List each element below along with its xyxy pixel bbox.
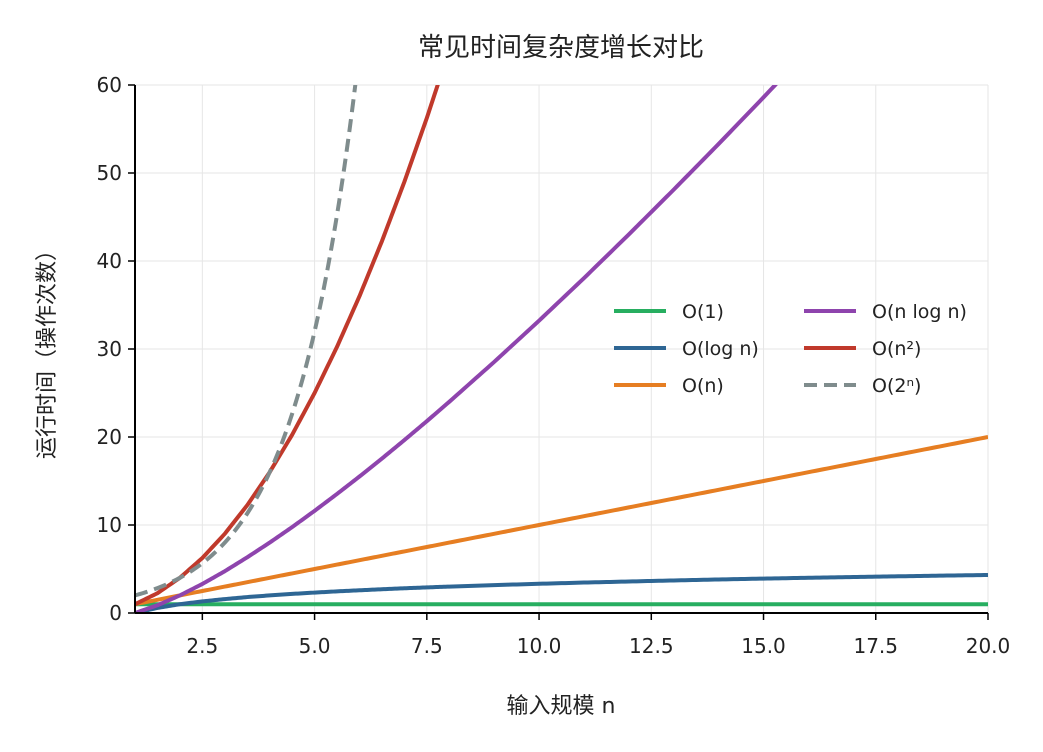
axes [128, 84, 989, 620]
legend: O(1) O(log n) O(n) O(n log n) O(n²) O(2ⁿ) [614, 301, 967, 397]
y-tick-label: 20 [97, 425, 122, 449]
x-axis-label: 输入规模 n [507, 694, 616, 719]
x-tick-label: 20.0 [966, 634, 1011, 658]
x-tick-label: 15.0 [741, 634, 786, 658]
tick-labels: 2.5 5.0 7.5 10.0 12.5 15.0 17.5 20.0 0 10 20 30 40 50… [97, 73, 1011, 658]
x-tick-label: 12.5 [629, 634, 674, 658]
y-tick-label: 30 [97, 337, 122, 361]
legend-label: O(n) [682, 375, 724, 397]
y-tick-label: 60 [97, 73, 122, 97]
x-tick-label: 17.5 [853, 634, 898, 658]
y-tick-label: 0 [109, 601, 122, 625]
series-line [135, 85, 778, 613]
chart-title: 常见时间复杂度增长对比 [418, 33, 704, 63]
series-line [135, 85, 440, 606]
y-axis-label: 运行时间（操作次数） [35, 239, 60, 459]
series-line [135, 435, 988, 607]
series-line [135, 572, 988, 613]
y-tick-label: 10 [97, 513, 122, 537]
y-tick-label: 40 [97, 249, 122, 273]
x-tick-label: 2.5 [186, 634, 218, 658]
series-group [135, 85, 988, 613]
legend-label: O(1) [682, 301, 724, 323]
legend-label: O(log n) [682, 338, 759, 360]
x-tick-label: 7.5 [411, 634, 443, 658]
legend-label: O(2ⁿ) [872, 375, 921, 397]
x-tick-label: 5.0 [299, 634, 331, 658]
legend-label: O(n²) [872, 338, 921, 360]
legend-label: O(n log n) [872, 301, 967, 323]
x-tick-label: 10.0 [517, 634, 562, 658]
y-tick-label: 50 [97, 161, 122, 185]
grid-lines [135, 84, 989, 614]
